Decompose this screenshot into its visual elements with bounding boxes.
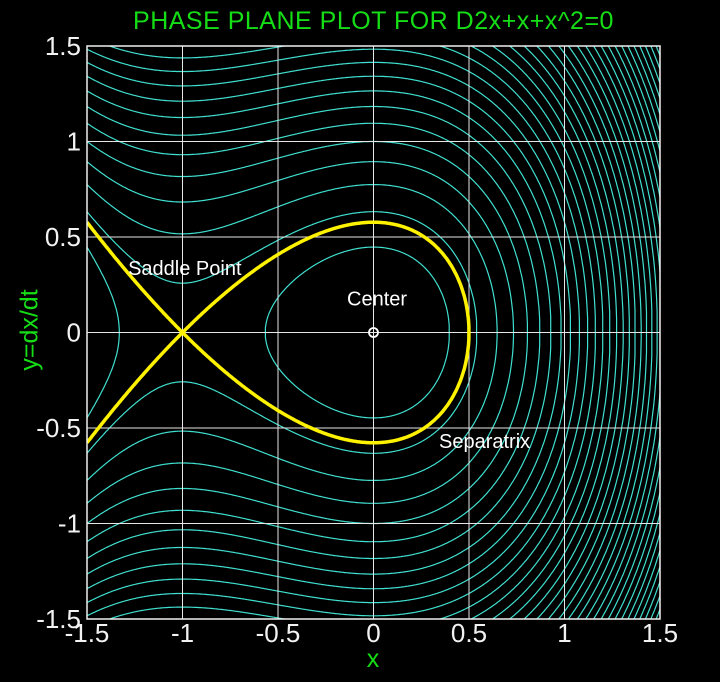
x-tick-label: 1.5 <box>642 618 678 648</box>
contour-line <box>87 105 552 560</box>
y-tick-label: -0.5 <box>36 413 81 443</box>
center-marker <box>368 327 379 338</box>
annotation-separatrix: Separatrix <box>439 431 530 453</box>
x-tick-label: 0 <box>366 618 380 648</box>
y-tick-label: 0.5 <box>45 222 81 252</box>
contour-line <box>508 46 618 619</box>
annotation-center: Center <box>347 289 407 311</box>
contour-line <box>592 46 660 273</box>
y-tick-label: -1 <box>58 509 81 539</box>
y-axis-label: y=dx/dt <box>15 289 44 371</box>
x-tick-label: -1.5 <box>65 618 110 648</box>
y-tick-label: 1 <box>67 127 81 157</box>
contour-line <box>87 61 580 604</box>
contour-line <box>469 46 604 619</box>
annotation-saddle-point: Saddle Point <box>128 258 242 280</box>
contour-line <box>567 46 648 619</box>
y-tick-label: 0 <box>67 318 81 348</box>
x-axis-label: x <box>366 645 380 673</box>
contour-line <box>576 46 653 619</box>
contour-line <box>592 392 660 619</box>
x-tick-label: -1 <box>171 618 194 648</box>
x-tick-label: 0.5 <box>451 618 487 648</box>
x-tick-label: 1 <box>557 618 571 648</box>
y-tick-label: 1.5 <box>45 31 81 61</box>
contour-line <box>600 46 660 228</box>
contour-line <box>87 48 589 617</box>
contour-line <box>600 437 660 619</box>
x-tick-label: -0.5 <box>256 618 301 648</box>
contour-line <box>87 122 541 543</box>
grid-lines <box>86 45 661 620</box>
plot-border <box>86 45 661 620</box>
contour-line <box>87 161 515 504</box>
separatrix-curve <box>87 220 471 445</box>
plot-title: PHASE PLANE PLOT FOR D2x+x+x^2=0 <box>133 7 614 35</box>
contour-line <box>264 246 450 419</box>
y-tick-label: -1.5 <box>36 604 81 634</box>
separatrix-path <box>87 220 471 445</box>
